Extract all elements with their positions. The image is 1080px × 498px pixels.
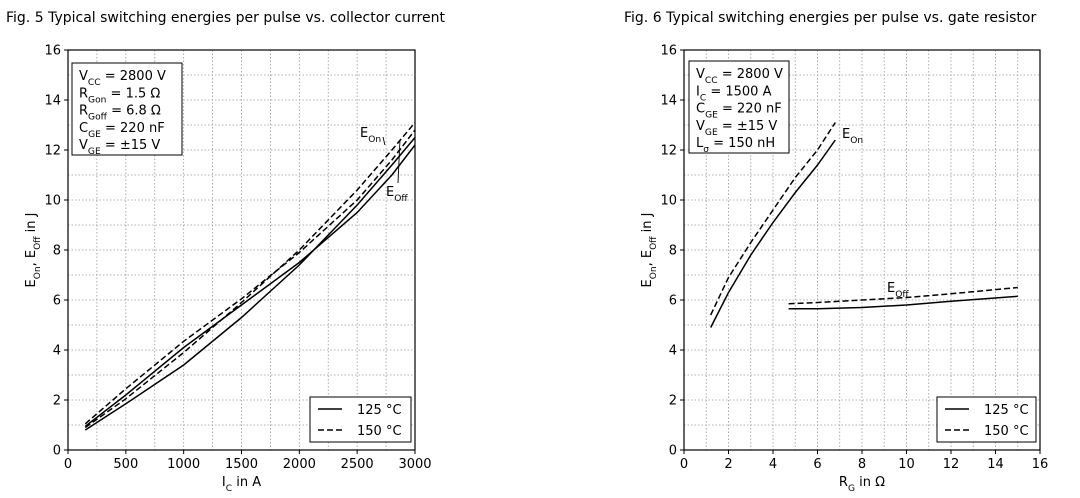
- x-axis-label: IC​ in A: [222, 475, 261, 494]
- y-tick-label: 6: [669, 294, 677, 309]
- legend-label: 125 °C: [357, 403, 402, 418]
- condition-text: RGoff​ = 6.8 Ω: [79, 104, 161, 123]
- x-tick-label: 4: [769, 457, 777, 472]
- legend-label: 125 °C: [984, 403, 1029, 418]
- chart-fig6: 0 2 4 6 8 10 12 14 16 0 2 4 6 8 10 12 14 16 RG​ in Ω EOn​, …: [640, 44, 1048, 495]
- x-tick-label: 12: [943, 457, 960, 472]
- series-eoff-150c: [84, 129, 416, 425]
- x-tick-label: 0: [64, 457, 72, 472]
- condition-text: VGE​ = ±15 V: [79, 138, 160, 157]
- series-eon-125c: [710, 139, 836, 328]
- y-tick-label: 4: [53, 344, 61, 359]
- y-tick-label: 0: [53, 444, 61, 459]
- y-tick-label: 8: [669, 244, 677, 259]
- series-eon-125c: [84, 137, 416, 431]
- series-eoff-150c: [788, 286, 1018, 305]
- x-tick-label: 3000: [398, 457, 431, 472]
- x-tick-label: 1500: [225, 457, 258, 472]
- x-tick-label: 0: [680, 457, 688, 472]
- y-tick-label: 14: [660, 94, 677, 109]
- legend-box: [936, 396, 1037, 443]
- condition-text: IC​ = 1500 A: [696, 84, 772, 103]
- condition-text: VCC​ = 2800 V: [79, 69, 166, 88]
- y-axis-label: EOn​, EOff​ in J: [640, 212, 659, 287]
- x-axis-label: RG​ in Ω: [839, 475, 885, 494]
- conditions-box: [688, 60, 790, 154]
- x-tick-label: 6: [813, 457, 821, 472]
- condition-text: CGE​ = 220 nF: [79, 121, 165, 140]
- condition-text: VGE​ = ±15 V: [696, 119, 777, 138]
- legend-box: [309, 396, 412, 443]
- annotation-eoff: EOff​: [887, 281, 909, 300]
- x-tick-label: 2500: [341, 457, 374, 472]
- y-tick-label: 10: [44, 194, 61, 209]
- y-tick-label: 6: [53, 294, 61, 309]
- x-tick-label: 14: [987, 457, 1004, 472]
- x-tick-label: 1000: [167, 457, 200, 472]
- x-tick-label: 2: [724, 457, 732, 472]
- y-tick-label: 10: [660, 194, 677, 209]
- condition-text: CGE​ = 220 nF: [696, 102, 782, 121]
- chart-title-fig6: Fig. 6 Typical switching energies per pu…: [624, 10, 1037, 26]
- x-tick-label: 8: [858, 457, 866, 472]
- series-eoff-125c: [788, 295, 1018, 310]
- condition-text: RGon​ = 1.5 Ω: [79, 86, 160, 105]
- x-tick-label: 10: [898, 457, 915, 472]
- y-tick-label: 4: [669, 344, 677, 359]
- y-tick-label: 8: [53, 244, 61, 259]
- y-tick-label: 2: [53, 394, 61, 409]
- y-tick-label: 0: [669, 444, 677, 459]
- annotation-eoff: EOff​: [386, 185, 408, 204]
- y-tick-label: 12: [44, 144, 61, 159]
- y-axis-label: EOn​, EOff​ in J: [24, 212, 43, 287]
- y-tick-label: 2: [669, 394, 677, 409]
- x-tick-label: 500: [113, 457, 138, 472]
- annotation-eon: EOn​: [360, 126, 381, 145]
- series-eon-150c: [710, 122, 836, 316]
- chart-title-fig5: Fig. 5 Typical switching energies per pu…: [6, 10, 445, 26]
- annotation-eon: EOn​: [842, 127, 863, 146]
- y-tick-label: 12: [660, 144, 677, 159]
- condition-text: Lσ​ = 150 nH: [696, 136, 775, 155]
- legend-label: 150 °C: [984, 424, 1029, 439]
- x-tick-label: 2000: [283, 457, 316, 472]
- conditions-box: [71, 62, 183, 156]
- series-eoff-125c: [84, 144, 416, 427]
- y-tick-label: 16: [44, 44, 61, 59]
- x-tick-label: 16: [1032, 457, 1049, 472]
- condition-text: VCC​ = 2800 V: [696, 67, 783, 86]
- chart-fig5: 0 500 1000 1500 2000 2500 3000 0 2 4 6 8 10 12 14 16 IC​…: [24, 44, 432, 495]
- y-tick-label: 14: [44, 94, 61, 109]
- annotation-leader: [397, 139, 401, 184]
- annotation-leader: [382, 136, 386, 146]
- y-tick-label: 16: [660, 44, 677, 59]
- legend-label: 150 °C: [357, 424, 402, 439]
